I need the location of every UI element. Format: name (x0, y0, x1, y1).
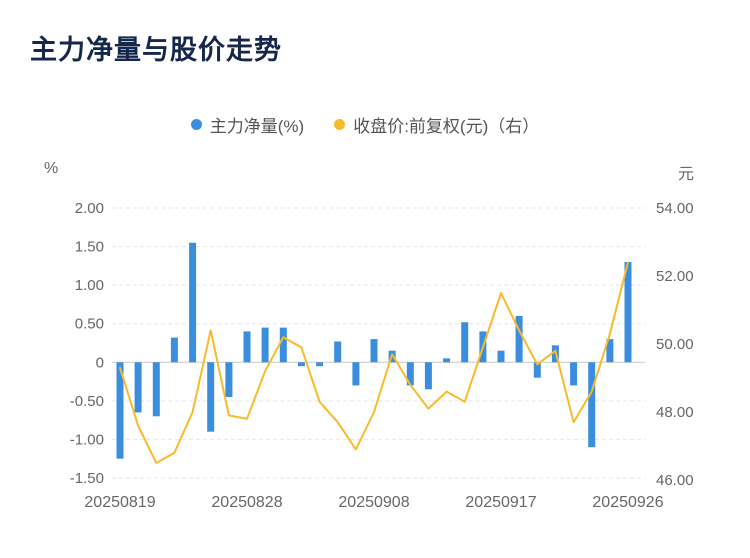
net-volume-bar (533, 362, 541, 378)
left-axis-unit: % (44, 160, 59, 177)
net-volume-bar (189, 242, 197, 363)
left-axis-tick: 1.50 (75, 239, 104, 256)
left-axis-tick: -0.50 (70, 393, 104, 410)
right-axis-tick: 52.00 (656, 268, 694, 285)
net-volume-bar (424, 362, 432, 390)
net-volume-bar (243, 331, 251, 363)
legend-item-close-price[interactable]: 收盘价:前复权(元)（右） (334, 112, 539, 137)
net-volume-bar (406, 362, 414, 386)
net-volume-bar (261, 327, 269, 363)
right-axis-tick: 54.00 (656, 200, 694, 217)
left-axis-tick: 2.00 (75, 200, 104, 217)
net-volume-bar (497, 350, 505, 363)
left-axis-tick: 0 (96, 354, 104, 371)
legend-label: 主力净量(%) (209, 117, 305, 136)
net-volume-bar (170, 337, 178, 363)
x-axis-tick: 20250917 (465, 494, 536, 511)
net-volume-bar (624, 262, 632, 363)
x-axis-tick: 20250908 (338, 494, 409, 511)
left-axis-tick: 0.50 (75, 316, 104, 333)
net-volume-bar (515, 316, 523, 363)
net-volume-bar (225, 362, 233, 397)
page-title: 主力净量与股价走势 (30, 35, 282, 65)
net-volume-bar (352, 362, 360, 386)
x-axis-tick: 20250819 (84, 494, 155, 511)
net-volume-bar (443, 358, 451, 363)
legend-dot-icon (190, 119, 202, 130)
x-axis-tick: 20250828 (211, 494, 282, 511)
legend: 主力净量(%) 收盘价:前复权(元)（右） (0, 112, 730, 137)
net-volume-bar (279, 327, 287, 363)
left-axis-tick: -1.00 (70, 431, 104, 448)
net-volume-bar (334, 341, 342, 363)
net-volume-bar (370, 339, 378, 363)
net-volume-bar (588, 362, 596, 448)
net-volume-bar (570, 362, 578, 386)
right-axis-tick: 48.00 (656, 404, 694, 421)
net-volume-bar (116, 362, 124, 459)
right-axis-tick: 50.00 (656, 336, 694, 353)
trend-chart: 2.00 1.50 1.00 0.50 0 -0.50 -1.00 -1.50 54.00 52.… (70, 200, 694, 511)
chart-area: 2.00 1.50 1.00 0.50 0 -0.50 -1.00 -1.50 54.00 52.… (0, 185, 750, 525)
x-axis-tick: 20250926 (592, 494, 663, 511)
legend-label: 收盘价:前复权(元)（右） (353, 117, 540, 136)
right-axis-tick: 46.00 (656, 472, 694, 489)
close-price-line (119, 261, 629, 464)
net-volume-bar (134, 362, 142, 413)
net-volume-bar (461, 322, 469, 363)
left-axis-tick: 1.00 (75, 277, 104, 294)
left-axis-tick: -1.50 (70, 470, 104, 487)
legend-dot-icon (334, 119, 346, 130)
net-volume-bar (207, 362, 215, 432)
net-volume-bar (297, 362, 305, 367)
net-volume-bar (152, 362, 160, 417)
right-axis-unit: 元 (678, 166, 695, 183)
net-volume-bar (606, 339, 614, 363)
net-volume-bar (316, 362, 324, 367)
legend-item-main-net-volume[interactable]: 主力净量(%) (190, 112, 305, 137)
